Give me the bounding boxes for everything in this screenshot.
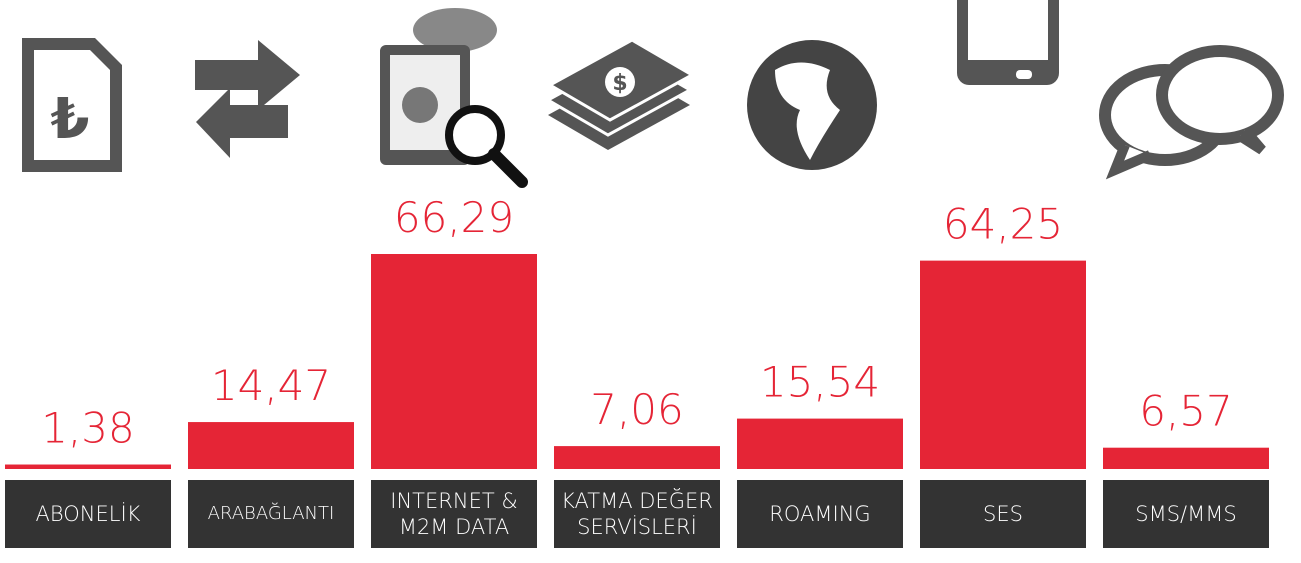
icon-globe — [747, 40, 877, 170]
category-label: SES — [920, 480, 1086, 548]
bar — [188, 422, 354, 469]
value-label: 1,38 — [41, 404, 135, 453]
bar — [737, 418, 903, 469]
icon-sim: ₺ — [22, 38, 122, 172]
svg-text:$: $ — [612, 71, 627, 96]
category-label: ARABAĞLANTI — [188, 480, 354, 548]
category-label: KATMA DEĞER SERVİSLERİ — [554, 480, 720, 548]
bar — [920, 260, 1086, 469]
value-label: 7,06 — [590, 385, 684, 434]
icon-chat — [1099, 45, 1284, 180]
icon-money: $ — [544, 38, 696, 150]
category-label: INTERNET & M2M DATA — [371, 480, 537, 548]
bar — [371, 254, 537, 469]
icon-tablet — [380, 8, 528, 188]
value-label: 14,47 — [211, 361, 331, 410]
icon-arrows — [195, 40, 300, 158]
value-label: 15,54 — [760, 358, 880, 407]
bar — [554, 446, 720, 469]
value-label: 64,25 — [943, 200, 1063, 249]
value-label: 66,29 — [394, 193, 514, 242]
bar — [5, 464, 171, 469]
category-label: ABONELİK — [5, 480, 171, 548]
svg-text:₺: ₺ — [51, 87, 90, 152]
icon-phone — [957, 0, 1059, 85]
category-label: SMS/MMS — [1103, 480, 1269, 548]
value-label: 6,57 — [1139, 387, 1233, 436]
bar — [1103, 447, 1269, 469]
category-label: ROAMING — [737, 480, 903, 548]
